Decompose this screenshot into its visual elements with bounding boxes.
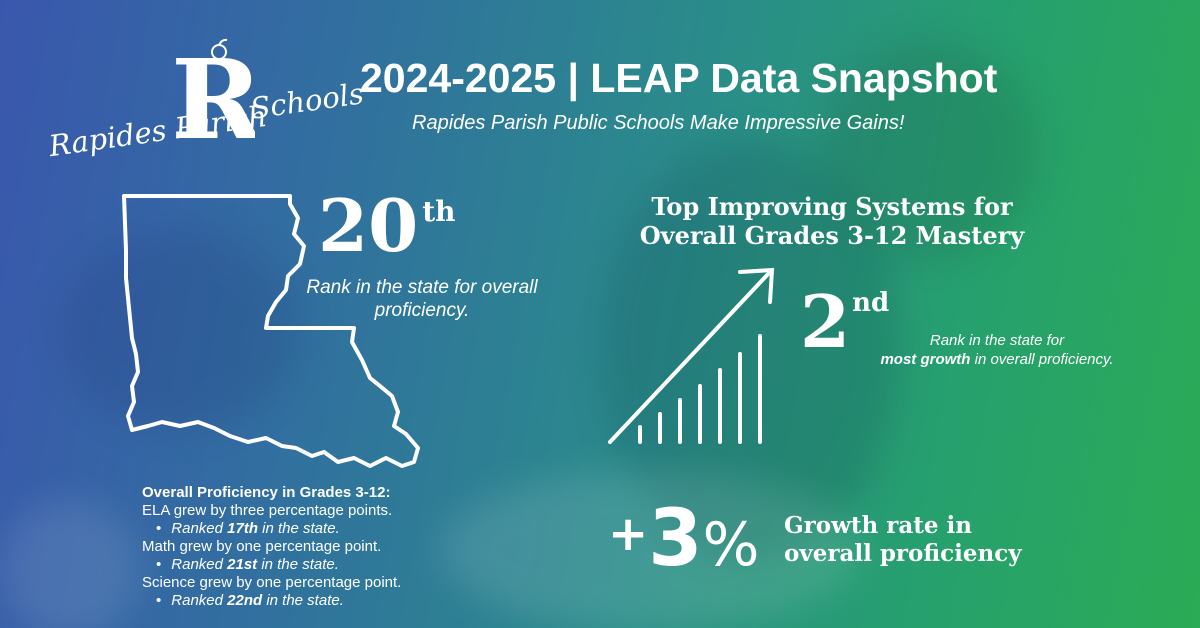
proficiency-item-science: Science grew by one percentage point. bbox=[142, 574, 402, 591]
page-subtitle: Rapides Parish Public Schools Make Impre… bbox=[412, 112, 905, 134]
svg-text:R: R bbox=[171, 38, 255, 158]
proficiency-rank-science: Ranked 22nd in the state. bbox=[142, 592, 502, 610]
proficiency-item-math: Math grew by one percentage point. bbox=[142, 538, 382, 555]
page-title: 2024-2025 | LEAP Data Snapshot bbox=[360, 55, 998, 101]
growth-bars-arrow-icon bbox=[608, 267, 775, 444]
district-logo: R Rapides Parish Schools bbox=[30, 28, 366, 163]
louisiana-outline-icon bbox=[122, 194, 420, 468]
background-photo-shape bbox=[600, 140, 900, 560]
growth-rank-value: 2nd bbox=[800, 279, 890, 364]
growth-rate-value: +3% bbox=[608, 494, 760, 584]
state-rank-caption: Rank in the state for overall proficienc… bbox=[306, 277, 538, 321]
proficiency-rank-math: Ranked 21st in the state. bbox=[142, 556, 502, 574]
growth-rank-caption: Rank in the state for most growth in ove… bbox=[880, 332, 1114, 368]
proficiency-item-ela: ELA grew by three percentage points. bbox=[142, 502, 393, 519]
proficiency-heading: Overall Proficiency in Grades 3-12: bbox=[142, 484, 391, 501]
logo-r-monogram-icon: R bbox=[171, 38, 255, 158]
background-photo-shape bbox=[440, 470, 860, 628]
background-photo-shape bbox=[820, 40, 1040, 260]
top-improving-title: Top Improving Systems for Overall Grades… bbox=[639, 192, 1025, 250]
growth-rate-label: Growth rate in overall proficiency bbox=[784, 512, 1022, 567]
background-photo-shape bbox=[0, 500, 140, 628]
proficiency-rank-ela: Ranked 17th in the state. bbox=[142, 520, 502, 538]
proficiency-details: Overall Proficiency in Grades 3-12: ELA … bbox=[142, 484, 502, 610]
logo-name-line2: Schools bbox=[248, 76, 366, 126]
background-photo-shape bbox=[60, 230, 300, 430]
